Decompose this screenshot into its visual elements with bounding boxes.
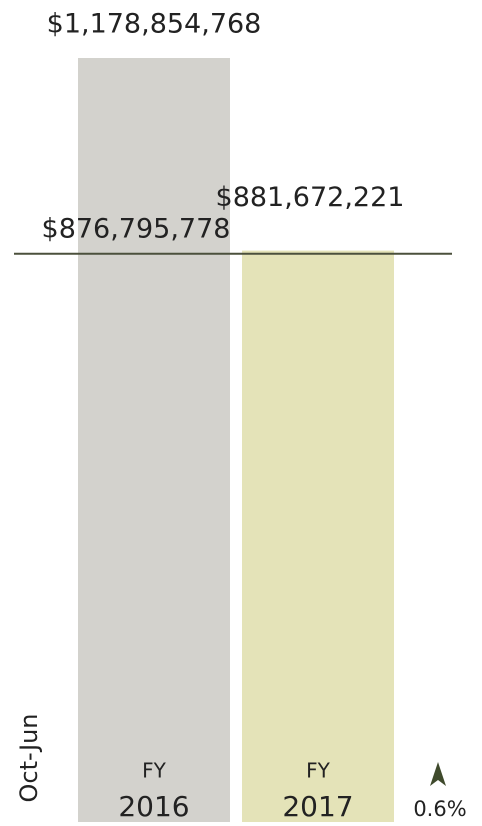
x-tick-label: FY <box>142 759 167 783</box>
axis-label: Oct-Jun <box>15 714 43 803</box>
reference-label: $876,795,778 <box>42 213 231 244</box>
bar <box>242 250 394 822</box>
x-tick-label: 2017 <box>282 790 353 823</box>
value-label: $881,672,221 <box>216 182 405 213</box>
x-tick-label: 2016 <box>118 790 189 823</box>
bar <box>78 58 230 822</box>
change-label: 0.6% <box>413 797 466 821</box>
x-tick-label: FY <box>306 759 331 783</box>
change-arrow <box>430 762 446 786</box>
value-label: $1,178,854,768 <box>47 9 262 40</box>
